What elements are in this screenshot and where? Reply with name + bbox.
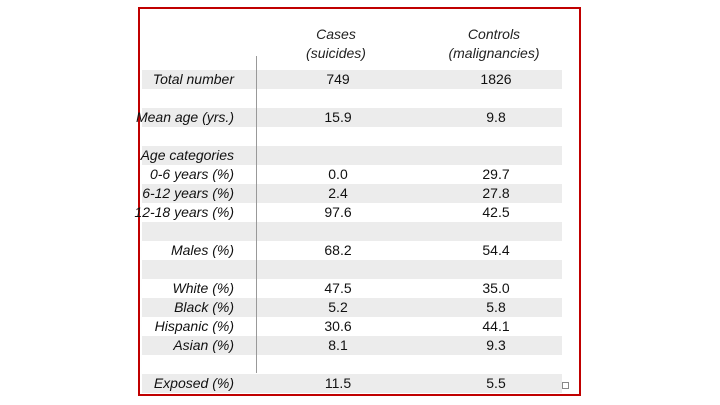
- resize-handle-icon[interactable]: [562, 382, 569, 389]
- controls-value: 9.8: [486, 109, 506, 125]
- header-controls-line2: (malignancies): [448, 45, 540, 61]
- controls-value: 5.5: [486, 375, 506, 391]
- controls-value: 27.8: [482, 185, 510, 201]
- row-label: Black (%): [174, 299, 234, 315]
- controls-value: 9.3: [486, 337, 506, 353]
- row-label: 6-12 years (%): [142, 185, 234, 201]
- row-label: White (%): [172, 280, 234, 296]
- table-row: Age categories: [140, 146, 562, 165]
- table-row: Males (%) 68.2 54.4: [142, 241, 562, 260]
- row-label: Asian (%): [173, 337, 234, 353]
- cases-value: 47.5: [324, 280, 352, 296]
- table-row: Black (%) 5.2 5.8: [142, 298, 562, 317]
- cases-value: 8.1: [328, 337, 348, 353]
- controls-value: 5.8: [486, 299, 506, 315]
- slide-table-frame: Cases (suicides) Controls (malignancies)…: [134, 7, 581, 396]
- cases-value: 2.4: [328, 185, 348, 201]
- row-label: 12-18 years (%): [134, 204, 234, 220]
- table-row: [142, 127, 562, 146]
- controls-value: 35.0: [482, 280, 510, 296]
- column-divider: [256, 56, 257, 373]
- row-label: Males (%): [170, 242, 234, 258]
- comparison-table: Cases (suicides) Controls (malignancies)…: [134, 25, 579, 393]
- table-row: [142, 260, 562, 279]
- table-row: 12-18 years (%) 97.6 42.5: [134, 203, 562, 222]
- table-row: Hispanic (%) 30.6 44.1: [142, 317, 562, 336]
- table-row: [142, 89, 562, 108]
- cases-value: 11.5: [324, 375, 352, 391]
- controls-value: 42.5: [482, 204, 510, 220]
- controls-value: 1826: [480, 71, 512, 87]
- cases-value: 30.6: [324, 318, 352, 334]
- header-cases-line1: Cases: [316, 26, 356, 42]
- row-label: Total number: [152, 71, 234, 87]
- table-row: Asian (%) 8.1 9.3: [142, 336, 562, 355]
- cases-value: 15.9: [324, 109, 352, 125]
- table-row: [142, 222, 562, 241]
- row-label: Exposed (%): [153, 375, 234, 391]
- cases-value: 749: [326, 71, 350, 87]
- header-cases: Cases (suicides): [288, 25, 384, 63]
- controls-value: 44.1: [482, 318, 510, 334]
- table-row: [142, 355, 562, 374]
- controls-value: 29.7: [482, 166, 510, 182]
- header-controls-line1: Controls: [467, 26, 521, 42]
- header-cases-line2: (suicides): [306, 45, 366, 61]
- row-label: Age categories: [140, 147, 234, 163]
- table-row: 0-6 years (%) 0.0 29.7: [142, 165, 562, 184]
- table-header: Cases (suicides) Controls (malignancies): [140, 25, 579, 70]
- header-controls: Controls (malignancies): [419, 25, 569, 63]
- cases-value: 0.0: [328, 166, 348, 182]
- table-row: Mean age (yrs.) 15.9 9.8: [136, 108, 562, 127]
- table-body: Total number 749 1826 Mean age (yrs.) 15.9 9.…: [134, 70, 562, 393]
- cases-value: 5.2: [328, 299, 348, 315]
- row-label: 0-6 years (%): [149, 166, 234, 182]
- table-row: Exposed (%) 11.5 5.5: [142, 374, 562, 393]
- cases-value: 97.6: [324, 204, 352, 220]
- table-row: Total number 749 1826: [142, 70, 562, 89]
- row-label: Mean age (yrs.): [135, 109, 234, 125]
- table-row: White (%) 47.5 35.0: [142, 279, 562, 298]
- cases-value: 68.2: [324, 242, 352, 258]
- table-row: 6-12 years (%) 2.4 27.8: [142, 184, 562, 203]
- row-label: Hispanic (%): [154, 318, 234, 334]
- controls-value: 54.4: [482, 242, 510, 258]
